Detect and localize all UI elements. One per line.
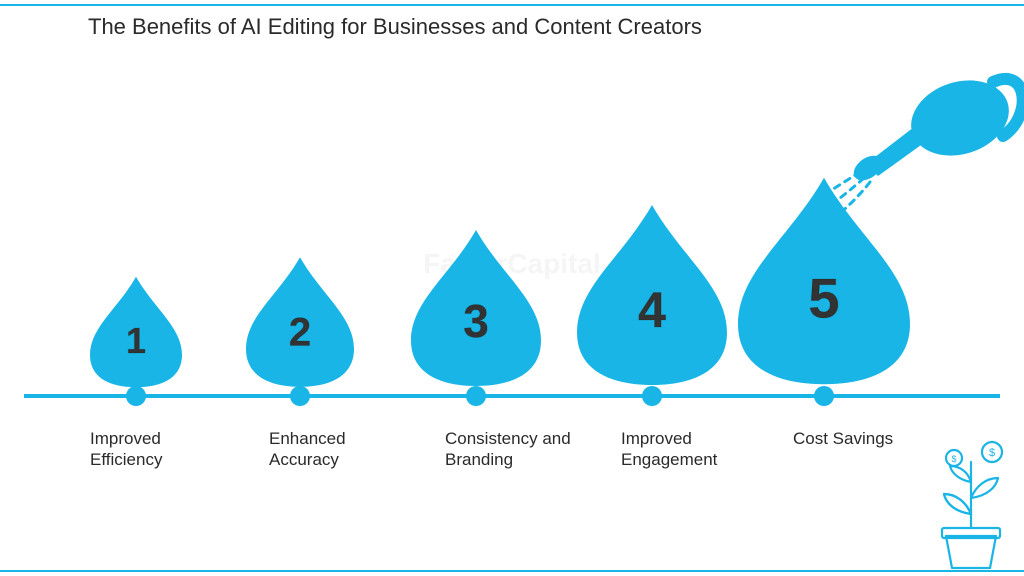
water-drop-icon: 4 — [577, 202, 727, 388]
drop-3: 3 — [411, 228, 541, 388]
timeline-dot-1 — [126, 386, 146, 406]
svg-text:$: $ — [951, 454, 956, 464]
bottom-rule — [0, 570, 1024, 572]
benefit-label-2: Enhanced Accuracy — [269, 428, 399, 471]
timeline-dot-2 — [290, 386, 310, 406]
timeline-dot-4 — [642, 386, 662, 406]
benefit-label-5: Cost Savings — [793, 428, 923, 449]
page-title: The Benefits of AI Editing for Businesse… — [88, 14, 702, 40]
benefit-label-1: Improved Efficiency — [90, 428, 220, 471]
svg-text:$: $ — [989, 447, 995, 459]
drop-number-2: 2 — [289, 310, 311, 355]
drop-5: 5 — [738, 174, 910, 388]
water-drop-icon: 3 — [411, 228, 541, 388]
timeline — [24, 394, 1000, 398]
timeline-dot-5 — [814, 386, 834, 406]
top-rule — [0, 4, 1024, 6]
drop-number-1: 1 — [126, 320, 146, 362]
water-drop-icon: 5 — [738, 174, 910, 388]
drop-number-3: 3 — [463, 294, 489, 348]
timeline-dot-3 — [466, 386, 486, 406]
drop-number-5: 5 — [808, 266, 839, 331]
benefit-label-4: Improved Engagement — [621, 428, 751, 471]
water-drop-icon: 2 — [246, 256, 354, 388]
drop-4: 4 — [577, 202, 727, 388]
drop-2: 2 — [246, 256, 354, 388]
money-plant-icon: $ $ — [926, 428, 1016, 570]
drop-1: 1 — [90, 276, 182, 388]
benefit-label-3: Consistency and Branding — [445, 428, 575, 471]
drop-number-4: 4 — [638, 281, 666, 339]
watering-can-icon — [828, 46, 1024, 196]
water-drop-icon: 1 — [90, 276, 182, 388]
